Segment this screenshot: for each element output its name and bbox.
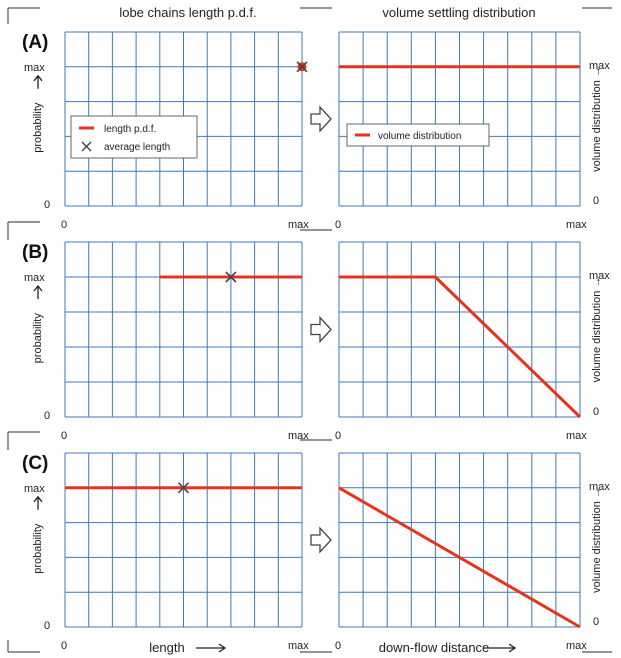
- right-xmax-label: max: [566, 430, 587, 442]
- series-layer: [65, 61, 582, 629]
- legend-cross-swatch: [81, 141, 92, 152]
- right-yzero-label: 0: [593, 616, 599, 628]
- frame-mark: [7, 221, 40, 240]
- right-ymax-label: max: [589, 481, 610, 493]
- right-xzero-label: 0: [335, 640, 341, 652]
- right-arrow-icon: [484, 643, 517, 653]
- right-ylabel: volume distribution →: [591, 66, 603, 172]
- flow-arrow-icon: [310, 315, 332, 344]
- average-length-marker-a: [296, 61, 308, 73]
- legend-entry-length-pdf: length p.d.f.: [104, 124, 156, 135]
- grid-b-left: [64, 241, 303, 418]
- legend-box: [70, 115, 198, 159]
- up-arrow-icon: [33, 495, 43, 510]
- frame-mark: [7, 640, 40, 653]
- left-xmax-label: max: [288, 219, 309, 231]
- left-ylabel: probability: [32, 313, 44, 364]
- left-xmax-label: max: [288, 430, 309, 442]
- right-yzero-label: 0: [593, 195, 599, 207]
- left-yzero-label: 0: [44, 199, 50, 211]
- right-ymax-label: max: [589, 60, 610, 72]
- right-legend: volume distribution: [346, 123, 490, 147]
- left-xlabel: length: [149, 640, 184, 655]
- right-yzero-label: 0: [593, 406, 599, 418]
- right-xmax-label: max: [566, 640, 587, 652]
- average-length-marker-b: [225, 271, 237, 283]
- flow-arrow-icon: [310, 526, 332, 554]
- left-ymax-label: max: [24, 272, 45, 284]
- legend-entry-average-length: average length: [104, 142, 170, 153]
- text-layer: lobe chains length p.d.f. volume settling…: [22, 5, 610, 655]
- grid-a-right: [338, 31, 581, 207]
- right-xmax-label: max: [566, 219, 587, 231]
- grid-c-left: [64, 452, 303, 628]
- series-line-c-right: [338, 486, 581, 629]
- up-arrow-icon: [33, 74, 43, 89]
- frame-mark: [7, 431, 40, 450]
- series-line-b-right: [339, 275, 582, 419]
- left-yzero-label: 0: [44, 410, 50, 422]
- grid-b-right: [338, 241, 581, 418]
- legends: length p.d.f. average length volume distri…: [70, 115, 490, 159]
- right-ymax-label: max: [589, 270, 610, 282]
- left-ylabel: probability: [32, 102, 44, 153]
- panel-label: (A): [22, 32, 48, 53]
- left-xmax-label: max: [288, 640, 309, 652]
- left-column-title: lobe chains length p.d.f.: [119, 5, 256, 20]
- legend-box: [346, 123, 490, 147]
- right-xlabel: down-flow distance: [379, 640, 490, 655]
- right-ylabel: volume distribution →: [591, 487, 603, 593]
- left-xzero-label: 0: [61, 430, 67, 442]
- flow-arrows: [310, 105, 332, 554]
- legend-entry-volume-distribution: volume distribution: [378, 131, 461, 142]
- right-column-title: volume settling distribution: [382, 5, 535, 20]
- left-legend: length p.d.f. average length: [70, 115, 198, 159]
- right-xzero-label: 0: [335, 219, 341, 231]
- grid-layer: [64, 31, 581, 628]
- right-ylabel: volume distribution →: [591, 277, 603, 383]
- panel-label: (B): [22, 242, 48, 263]
- left-ymax-label: max: [24, 62, 45, 74]
- panel-label: (C): [22, 453, 48, 474]
- average-length-marker-c: [177, 482, 190, 494]
- grid-a-left: [64, 31, 303, 207]
- left-yzero-label: 0: [44, 620, 50, 632]
- right-xzero-label: 0: [335, 430, 341, 442]
- left-xzero-label: 0: [61, 640, 67, 652]
- flow-arrow-icon: [310, 105, 332, 133]
- frame-marks: [7, 7, 612, 653]
- right-arrow-icon: [196, 643, 227, 653]
- up-arrow-icon: [33, 284, 43, 299]
- left-ymax-label: max: [24, 483, 45, 495]
- frame-mark: [7, 7, 40, 24]
- left-xzero-label: 0: [61, 219, 67, 231]
- grid-c-right: [338, 452, 581, 628]
- left-ylabel: probability: [32, 523, 44, 574]
